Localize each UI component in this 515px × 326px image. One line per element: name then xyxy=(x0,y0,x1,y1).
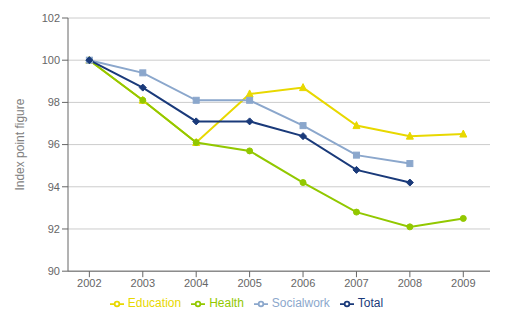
svg-text:100: 100 xyxy=(42,54,60,66)
svg-text:92: 92 xyxy=(48,223,60,235)
html-text:Education: Education xyxy=(127,296,182,311)
svg-text:2009: 2009 xyxy=(451,277,475,289)
svg-text:Index point figure: Index point figure xyxy=(13,98,27,190)
svg-text:96: 96 xyxy=(48,138,60,150)
svg-text:90: 90 xyxy=(48,265,60,277)
svg-text:102: 102 xyxy=(42,12,60,24)
svg-text:94: 94 xyxy=(48,181,60,193)
html-text:Socialwork: Socialwork xyxy=(271,296,330,311)
html-text:Health: Health xyxy=(209,296,244,311)
svg-text:2006: 2006 xyxy=(291,277,315,289)
svg-text:2005: 2005 xyxy=(237,277,261,289)
svg-text:2008: 2008 xyxy=(398,277,422,289)
html-text:Total: Total xyxy=(357,296,384,311)
svg-text:2007: 2007 xyxy=(344,277,368,289)
svg-text:98: 98 xyxy=(48,96,60,108)
svg-text:2002: 2002 xyxy=(77,277,101,289)
svg-text:2003: 2003 xyxy=(131,277,155,289)
svg-text:2004: 2004 xyxy=(184,277,208,289)
